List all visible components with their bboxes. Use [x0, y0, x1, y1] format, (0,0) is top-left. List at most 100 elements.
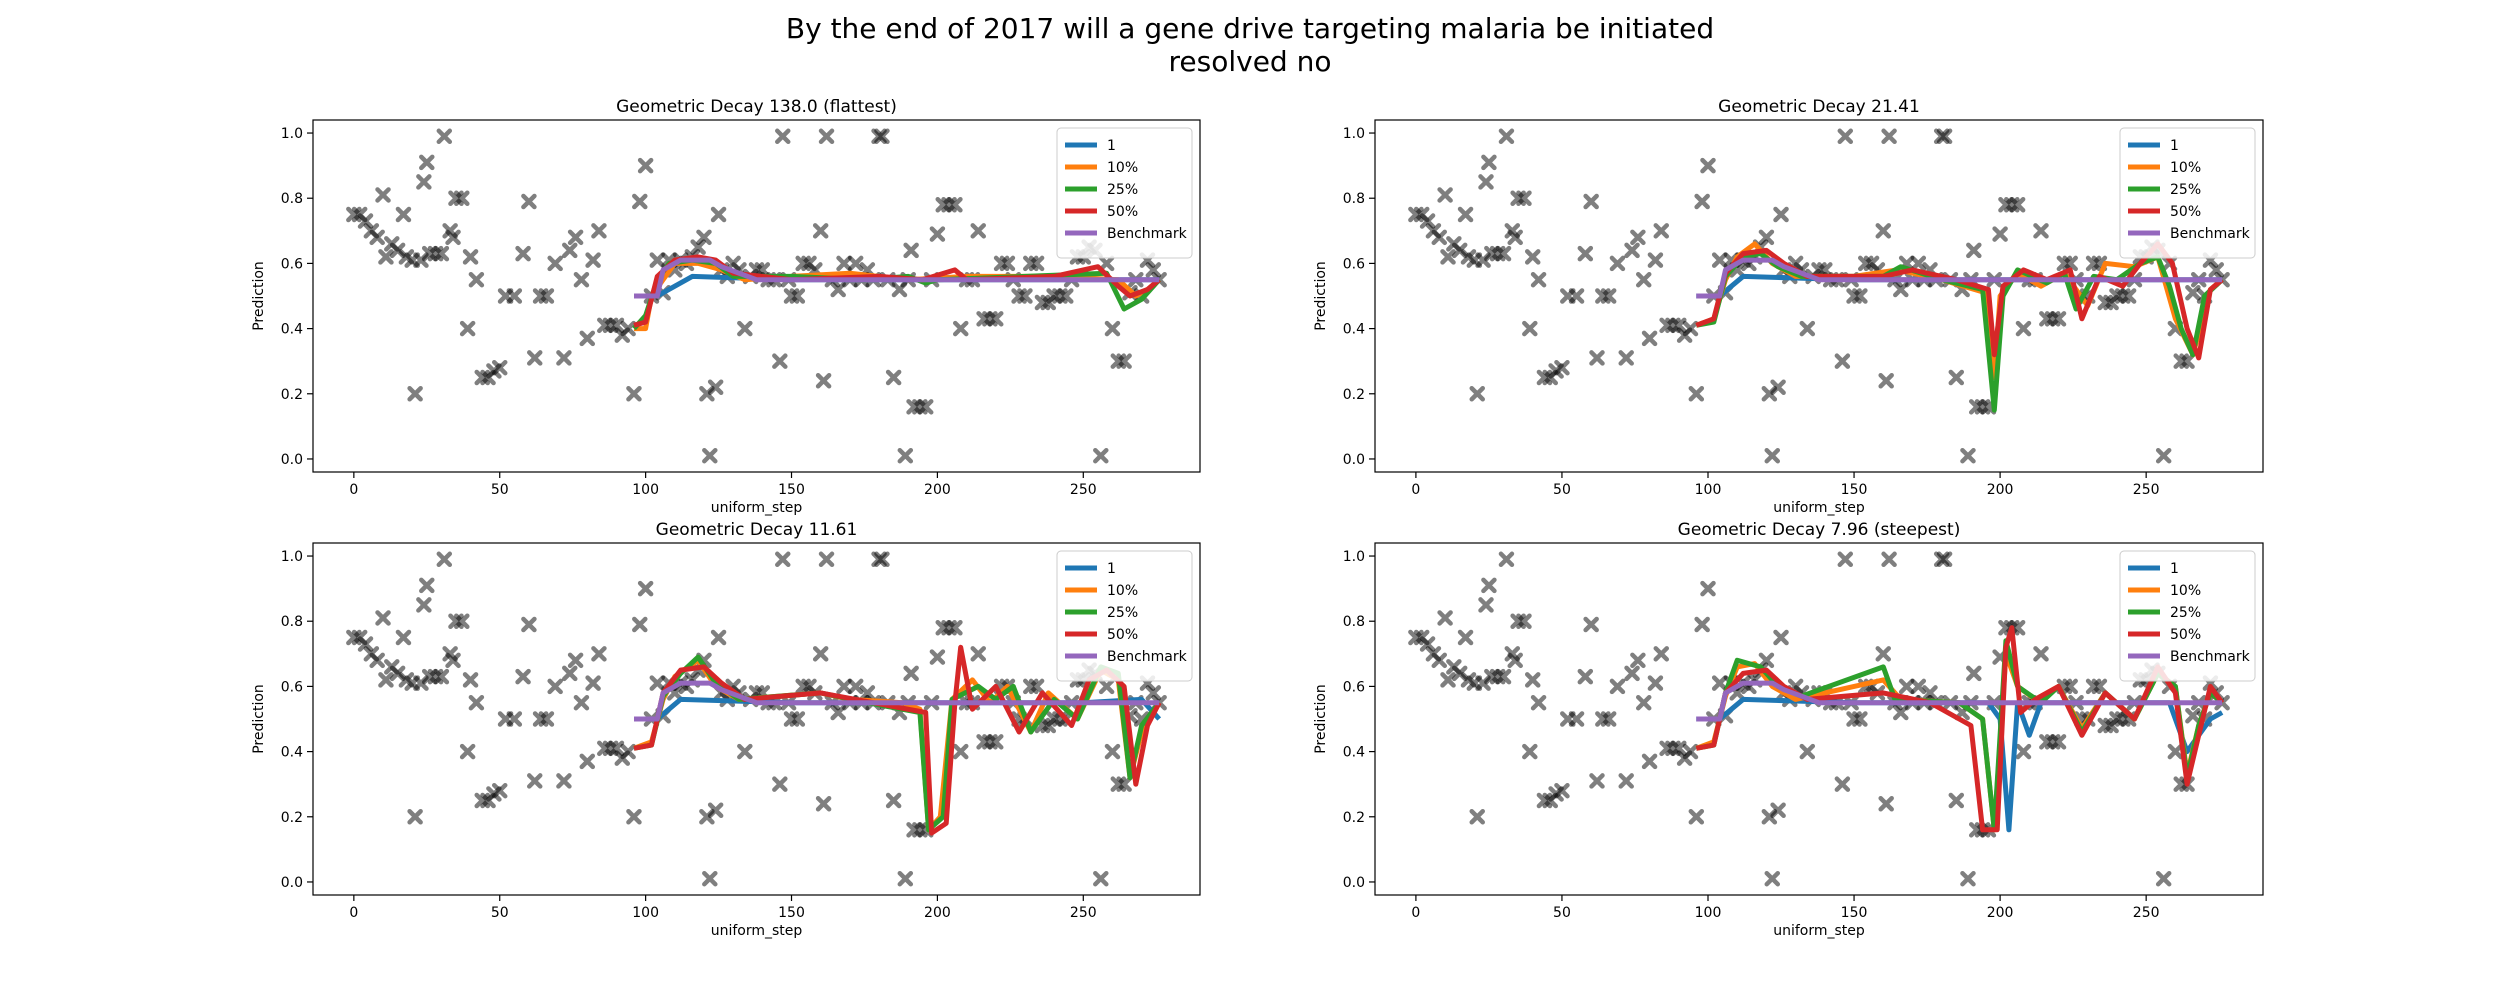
x-tick-label: 150 — [1841, 482, 1868, 498]
scatter-point — [1764, 870, 1781, 887]
scatter-point — [812, 646, 829, 662]
scatter-point — [419, 154, 435, 171]
scatter-point — [1910, 255, 1927, 272]
scatter-point — [1834, 353, 1851, 369]
scatter-point — [632, 193, 648, 210]
scatter-point — [1522, 320, 1538, 337]
scatter-point — [970, 223, 986, 239]
scatter-point — [454, 190, 470, 206]
scatter-point — [1852, 711, 1868, 727]
scatter-point — [1145, 262, 1162, 278]
x-tick-label: 50 — [491, 905, 509, 921]
scatter-point — [407, 809, 423, 825]
scatter-point — [1609, 255, 1626, 272]
scatter-point — [567, 229, 584, 246]
scatter-point — [2155, 870, 2172, 887]
scatter-point — [573, 271, 590, 288]
scatter-point — [626, 809, 642, 825]
scatter-point — [1478, 597, 1494, 613]
scatter-point — [815, 372, 832, 389]
scatter-point — [1530, 694, 1547, 711]
scatter-point — [521, 616, 537, 633]
y-tick-label: 1.0 — [1343, 126, 1365, 142]
y-tick-label: 0.6 — [281, 256, 303, 272]
scatter-point — [885, 792, 902, 809]
x-axis-label: uniform_step — [1773, 923, 1865, 939]
scatter-point — [2015, 320, 2032, 337]
scatter-point — [1878, 795, 1894, 812]
scatter-point — [1630, 652, 1646, 669]
scatter-point — [1770, 379, 1786, 396]
axes-frame — [1374, 542, 2264, 896]
scatter-point — [2050, 734, 2067, 750]
plot-area — [346, 128, 1167, 464]
x-tick-label: 0 — [1411, 482, 1420, 498]
scatter-point — [445, 229, 461, 246]
scatter-point — [1624, 242, 1640, 259]
scatter-point — [1507, 229, 1523, 246]
scatter-point — [407, 386, 423, 402]
scatter-point — [917, 399, 934, 415]
legend-label: 10% — [1107, 583, 1138, 599]
chart-panel-1: Geometric Decay 138.0 (flattest)0 50 100 15… — [251, 97, 1201, 516]
scatter-point — [419, 577, 435, 594]
legend-box — [2119, 550, 2256, 682]
scatter-point — [1028, 255, 1045, 272]
scatter-point — [626, 386, 642, 402]
scatter-point — [830, 281, 846, 298]
x-tick-label: 50 — [1553, 905, 1571, 921]
plot-area — [1408, 551, 2230, 887]
series-line-benchmark — [634, 680, 1160, 722]
scatter-point — [620, 743, 636, 760]
scatter-point — [2015, 743, 2032, 760]
chart-title: Geometric Decay 7.96 (steepest) — [1678, 520, 1961, 540]
scatter-point — [1671, 740, 1687, 757]
x-tick-label: 150 — [778, 482, 805, 498]
y-tick-label: 0.0 — [1343, 875, 1365, 891]
scatter-point — [859, 685, 876, 701]
scatter-point — [378, 249, 394, 265]
legend-label: Benchmark — [1107, 226, 1188, 242]
scatter-point — [696, 229, 712, 246]
legend: 1 10% 25% 50% Benchmark — [1056, 550, 1193, 682]
chart-title: Geometric Decay 138.0 (flattest) — [616, 97, 897, 117]
scatter-point — [459, 743, 476, 760]
scatter-point — [1694, 616, 1710, 633]
scatter-point — [1495, 245, 1512, 262]
x-tick-label: 150 — [1841, 905, 1868, 921]
scatter-point — [1516, 613, 1532, 629]
scatter-point — [1966, 242, 1982, 259]
scatter-point — [462, 249, 479, 265]
scatter-point — [491, 782, 508, 799]
scatter-point — [1635, 694, 1652, 711]
x-tick-label: 250 — [2133, 905, 2160, 921]
scatter-point — [1948, 369, 1965, 386]
series-line-benchmark — [1696, 257, 2223, 299]
scatter-point — [1893, 281, 1909, 298]
scatter-point — [737, 320, 753, 337]
chart-panel-4: Geometric Decay 7.96 (steepest)0 50 100 150… — [1313, 520, 2264, 939]
x-axis-label: uniform_step — [711, 500, 803, 516]
scatter-point — [818, 551, 835, 568]
scatter-point — [775, 551, 791, 568]
scatter-point — [903, 242, 919, 259]
scatter-point — [847, 678, 864, 695]
scatter-point — [1568, 288, 1585, 304]
scatter-point — [357, 636, 374, 652]
scatter-point — [1437, 610, 1453, 626]
scatter-point — [1960, 870, 1976, 887]
y-tick-label: 0.6 — [1343, 679, 1365, 695]
y-tick-label: 0.6 — [281, 679, 303, 695]
scatter-point — [775, 128, 791, 145]
y-tick-label: 0.0 — [1343, 452, 1365, 468]
scatter-point — [1478, 174, 1494, 190]
scatter-point — [1898, 678, 1915, 695]
scatter-point — [1522, 743, 1538, 760]
y-tick-label: 0.4 — [281, 745, 303, 761]
scatter-point — [1773, 629, 1789, 646]
scatter-point — [847, 255, 864, 272]
scatter-point — [1469, 386, 1485, 402]
scatter-point — [1688, 809, 1705, 825]
scatter-point — [1641, 753, 1658, 770]
